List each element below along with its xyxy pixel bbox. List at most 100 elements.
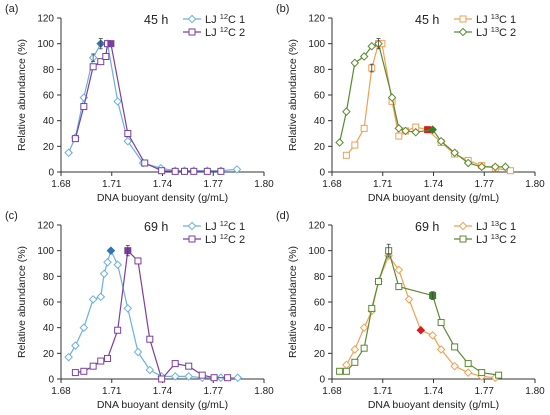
legend-marker bbox=[188, 235, 196, 243]
data-point bbox=[99, 269, 109, 279]
data-point bbox=[463, 158, 473, 168]
data-point bbox=[217, 167, 225, 175]
data-point bbox=[394, 124, 404, 133]
data-point bbox=[114, 326, 122, 334]
data-series bbox=[71, 40, 225, 175]
x-tick-label: 1.77 bbox=[475, 386, 495, 397]
data-point bbox=[351, 358, 359, 366]
data-point bbox=[463, 368, 473, 377]
x-tick-label: 1.77 bbox=[475, 179, 495, 190]
data-point bbox=[146, 335, 154, 343]
data-series bbox=[64, 246, 243, 383]
data-point bbox=[436, 136, 446, 146]
data-point bbox=[71, 369, 79, 377]
data-point bbox=[335, 138, 344, 147]
error-bar bbox=[125, 245, 130, 257]
error-bar bbox=[376, 38, 381, 50]
data-point bbox=[233, 373, 243, 383]
chart-panel: (c) 0 20 40 60 80 100 120 1.68 1.71 1.74 1.77 1.80 DN… bbox=[5, 210, 274, 411]
data-point bbox=[184, 372, 194, 381]
y-tick-label: 0 bbox=[319, 168, 325, 179]
data-point bbox=[350, 58, 360, 68]
y-tick-label: 20 bbox=[43, 142, 55, 153]
data-point bbox=[501, 162, 510, 172]
y-tick-label: 40 bbox=[43, 323, 55, 334]
data-point bbox=[89, 63, 97, 71]
data-point bbox=[490, 162, 500, 172]
data-point bbox=[145, 365, 155, 375]
time-label: 69 h bbox=[415, 220, 439, 234]
data-point bbox=[506, 167, 514, 175]
legend-label: LJ 13C 2 bbox=[476, 232, 516, 246]
data-point bbox=[395, 132, 403, 140]
data-point bbox=[170, 372, 180, 381]
data-point bbox=[359, 323, 369, 332]
y-tick-label: 100 bbox=[37, 39, 54, 50]
legend: LJ 12C 1LJ 12C 2 bbox=[183, 12, 245, 39]
x-tick-label: 1.77 bbox=[204, 386, 224, 397]
data-series bbox=[342, 40, 514, 175]
data-point bbox=[411, 127, 421, 137]
y-tick-label: 60 bbox=[314, 91, 326, 102]
data-point bbox=[342, 107, 351, 116]
data-point bbox=[113, 97, 122, 106]
data-point bbox=[360, 124, 368, 132]
y-tick-label: 60 bbox=[314, 298, 326, 309]
data-point bbox=[450, 148, 459, 158]
data-point bbox=[88, 295, 98, 304]
y-axis-label: Relative abundance (%) bbox=[287, 39, 299, 151]
y-tick-label: 80 bbox=[314, 272, 326, 283]
y-tick-label: 0 bbox=[48, 168, 54, 179]
y-tick-label: 80 bbox=[43, 272, 55, 283]
x-tick-label: 1.74 bbox=[424, 386, 444, 397]
x-tick-label: 1.74 bbox=[424, 179, 444, 190]
x-tick-label: 1.71 bbox=[102, 386, 122, 397]
error-bar bbox=[98, 38, 103, 50]
data-point bbox=[190, 167, 198, 175]
error-bar bbox=[386, 243, 391, 258]
x-tick-label: 1.71 bbox=[373, 386, 393, 397]
y-tick-label: 40 bbox=[314, 323, 326, 334]
data-point bbox=[401, 126, 410, 136]
y-tick-label: 40 bbox=[43, 116, 55, 127]
peak-point bbox=[416, 325, 426, 335]
data-point bbox=[97, 357, 105, 365]
y-tick-label: 120 bbox=[37, 14, 54, 25]
data-point bbox=[185, 362, 193, 370]
legend-marker bbox=[459, 15, 467, 23]
data-point bbox=[351, 141, 359, 149]
data-point bbox=[89, 362, 97, 370]
data-series bbox=[335, 39, 510, 172]
time-label: 45 h bbox=[415, 13, 439, 27]
y-tick-label: 60 bbox=[43, 298, 55, 309]
data-series bbox=[342, 251, 500, 383]
data-point bbox=[495, 371, 503, 379]
data-point bbox=[133, 347, 143, 357]
error-bar bbox=[91, 53, 96, 63]
data-point bbox=[71, 135, 79, 143]
x-tick-label: 1.68 bbox=[51, 179, 71, 190]
data-point bbox=[450, 361, 459, 371]
data-point bbox=[342, 360, 351, 370]
data-point bbox=[342, 367, 350, 375]
data-point bbox=[71, 341, 80, 350]
series-line bbox=[345, 43, 511, 172]
error-bar bbox=[369, 63, 374, 73]
x-axis-label: DNA buoyant density (g/mL) bbox=[368, 399, 499, 411]
error-bar bbox=[430, 291, 435, 300]
data-point bbox=[224, 374, 232, 382]
y-tick-label: 100 bbox=[308, 246, 325, 257]
y-tick-label: 80 bbox=[43, 65, 55, 76]
chart-panel: (d) 0 20 40 60 80 100 120 1.68 1.71 1.74 1.77 1.80 DN… bbox=[276, 210, 545, 411]
legend-label: LJ 12C 2 bbox=[205, 25, 245, 39]
legend: LJ 13C 1LJ 13C 2 bbox=[454, 219, 516, 246]
data-series bbox=[64, 39, 242, 176]
series-line bbox=[345, 254, 496, 379]
data-point bbox=[123, 304, 133, 313]
legend-marker bbox=[188, 28, 196, 36]
time-label: 69 h bbox=[144, 220, 168, 234]
data-point bbox=[387, 93, 397, 102]
x-tick-label: 1.68 bbox=[51, 386, 71, 397]
data-series bbox=[71, 247, 232, 383]
data-point bbox=[123, 136, 133, 146]
